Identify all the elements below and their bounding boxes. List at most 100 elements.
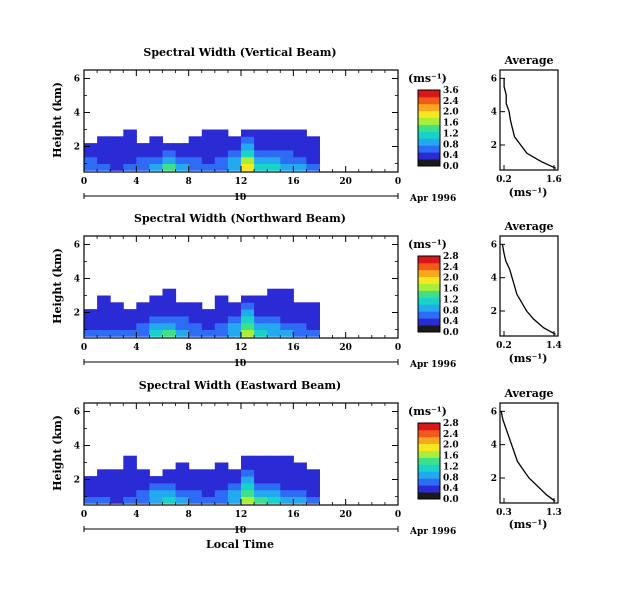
heatmap-cell [241,489,255,497]
colorbar-swatch [418,443,440,451]
heatmap-cell [110,149,124,158]
date-tick: 10 [234,526,247,536]
y-tick-label: 4 [74,275,80,285]
heatmap-cell [227,149,242,158]
x-tick-label: 0 [81,177,87,187]
colorbar-tick-label: 0.4 [443,484,459,494]
panel-title: Spectral Width (Vertical Beam) [143,46,336,59]
colorbar-swatch [418,429,440,438]
x-tick-label: 4 [133,177,139,187]
avg-frame [499,235,559,337]
colorbar-swatch [418,450,440,458]
heatmap-cell [97,295,111,303]
panel-northward-beam: Spectral Width (Northward Beam) Height (… [51,212,562,370]
heatmap-cell [84,482,98,491]
colorbar-swatch [418,325,440,333]
colorbar-tick-label: 2.4 [443,430,459,440]
heatmap-cell [254,496,268,504]
heatmap-cell [110,156,124,164]
x-tick-label: 8 [186,510,192,520]
heatmap-cell [110,322,124,330]
colorbar-swatch [418,304,440,312]
avg-y-tick-label: 4 [491,274,497,284]
heatmap-cell [293,129,307,137]
heatmap-cell [84,156,98,164]
heatmap-cell [149,309,163,317]
heatmap-cell [214,302,229,310]
heatmap-cell [214,149,229,158]
heatmap-cell [123,455,137,463]
heatmap-cell [254,322,268,330]
colorbar-unit: (ms⁻¹) [408,72,447,85]
heatmap-cell [110,476,124,484]
heatmap-cell [267,288,281,296]
heatmap-cell [188,496,203,504]
colorbar-swatch [418,290,440,298]
heatmap-cell [280,309,294,317]
heatmap-cell [97,309,111,317]
heatmap-cell [254,143,268,151]
heatmap-cell [267,129,281,137]
heatmap-cell [149,476,163,484]
heatmap-cell [149,302,163,310]
heatmap-cell [123,476,137,484]
heatmap-cell [175,156,190,164]
heatmap-cell [280,295,294,303]
heatmap-cell [280,476,294,484]
avg-title: Average [503,220,553,233]
heatmap-cell [254,149,268,158]
heatmap-cell [149,496,163,504]
x-tick-label: 20 [339,343,352,353]
heatmap-cell [306,163,320,171]
y-tick-label: 2 [74,143,80,153]
heatmap-cell [254,302,268,310]
colorbar-tick-label: 0.4 [443,317,459,327]
heatmap-cell [280,455,294,463]
heatmap-cell [241,129,255,137]
heatmap-cell [214,156,229,164]
heatmap-cell [293,309,307,317]
heatmap-cell [280,482,294,491]
colorbar-tick-label: 1.6 [443,285,459,295]
heatmap-cell [97,163,111,171]
heatmap-cell [214,129,229,137]
heatmap-cell [162,315,177,324]
y-tick-label: 4 [74,442,80,452]
heatmap-cell [306,149,320,158]
heatmap-cell [280,315,294,324]
heatmap-cell [267,322,281,330]
heatmap-cell [149,322,163,330]
heatmap-cell [280,149,294,158]
colorbar-tick-label: 2.4 [443,97,459,107]
colorbar-tick-label: 2.4 [443,263,459,273]
panel-vertical-beam: Spectral Width (Vertical Beam) Height (k… [51,46,562,204]
heatmap-cell [97,136,111,144]
heatmap-cell [175,309,190,317]
heatmap-cell [293,496,307,504]
heatmap-cell [162,143,177,151]
heatmap-cell [123,469,137,477]
heatmap-cell [162,476,177,484]
heatmap-cell [227,496,242,504]
colorbar-tick-label: 1.6 [443,452,459,462]
heatmap-cell [306,315,320,324]
x-tick-label: 0 [81,510,87,520]
heatmap-cell [175,496,190,504]
colorbar-swatch [418,276,440,284]
date-label: Apr 1996 [409,527,456,537]
colorbar-swatch [418,318,440,326]
heatmap-cell [188,143,203,151]
heatmap-cell [214,476,229,484]
heatmap-cell [214,315,229,324]
heatmap-cell [201,143,216,151]
heatmap-cell [123,143,137,151]
heatmap-cell [175,143,190,151]
heatmap-cell [227,309,242,317]
heatmap-cell [84,489,98,497]
colorbar-tick-label: 0.8 [443,306,459,316]
avg-profile-line [503,78,557,169]
heatmap-cell [267,462,281,470]
x-tick-label: 16 [287,343,300,353]
heatmap-cell [227,322,242,330]
colorbar-unit: (ms⁻¹) [408,238,447,251]
